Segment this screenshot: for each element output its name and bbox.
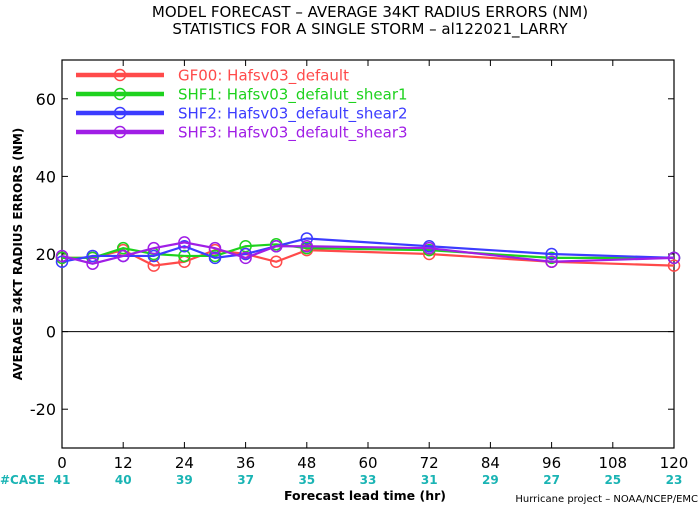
series-3-point <box>178 239 191 253</box>
chart-title-line-1: MODEL FORECAST – AVERAGE 34KT RADIUS ERR… <box>152 3 588 21</box>
series-2-point <box>178 249 191 263</box>
series-4-point <box>545 255 558 269</box>
y-axis-label: AVERAGE 34KT RADIUS ERRORS (NM) <box>11 128 25 380</box>
case-count: 39 <box>176 473 193 487</box>
case-count: 40 <box>115 473 132 487</box>
legend-label-3: SHF2: Hafsv03_default_shear2 <box>178 105 408 124</box>
series-4-point <box>422 241 436 255</box>
series-3-point <box>208 251 222 265</box>
series-3-point <box>147 249 161 263</box>
series-4-point <box>300 239 314 253</box>
y-tick-label: 0 <box>46 323 56 342</box>
x-tick-label: 0 <box>57 454 67 472</box>
case-count: 41 <box>54 473 71 487</box>
x-tick-label: 72 <box>420 454 439 472</box>
series-4-point <box>239 251 252 265</box>
x-tick-label: 96 <box>542 454 561 472</box>
series-4-point <box>55 249 69 263</box>
y-tick-label: -20 <box>30 400 56 419</box>
legend-marker-4 <box>113 125 127 139</box>
credit-text: Hurricane project – NOAA/NCEP/EMC <box>515 494 698 505</box>
series-layer <box>55 232 681 272</box>
y-tick-label: 40 <box>36 167 56 186</box>
x-tick-label: 84 <box>481 454 500 472</box>
series-2-point <box>116 241 130 255</box>
case-count: 27 <box>543 473 560 487</box>
case-count: 35 <box>298 473 315 487</box>
x-tick-label: 36 <box>236 454 255 472</box>
legend-label-2: SHF1: Hafsv03_defalut_shear1 <box>178 86 408 105</box>
x-tick-label: 120 <box>660 454 689 472</box>
x-tick-label: 60 <box>358 454 377 472</box>
axes-layer: -200204060041124024393637483560337231842… <box>30 60 688 487</box>
series-1-point <box>269 255 283 269</box>
x-tick-label: 12 <box>114 454 133 472</box>
case-count: 29 <box>482 473 499 487</box>
legend-marker-1 <box>113 68 127 82</box>
case-count: 31 <box>421 473 438 487</box>
series-4-point <box>269 239 283 253</box>
series-1-point <box>667 259 681 272</box>
legend-label-4: SHF3: Hafsv03_default_shear3 <box>178 124 408 143</box>
case-count: 23 <box>666 473 683 487</box>
series-3-point <box>86 249 99 263</box>
series-3-point <box>300 232 314 245</box>
case-count: 33 <box>360 473 377 487</box>
chart-title-line-2: STATISTICS FOR A SINGLE STORM – al122021… <box>172 20 568 39</box>
series-4-point <box>208 241 222 255</box>
case-count: 37 <box>237 473 254 487</box>
x-tick-label: 24 <box>175 454 194 472</box>
series-4-point <box>178 236 191 249</box>
legend-marker-3 <box>113 106 127 120</box>
case-label: #CASE <box>0 473 45 487</box>
x-tick-label: 48 <box>297 454 316 472</box>
series-4-point <box>116 249 130 263</box>
series-4-point <box>86 257 99 270</box>
y-tick-label: 20 <box>36 245 56 264</box>
legend-label-1: GF00: Hafsv03_default <box>178 67 349 86</box>
series-3-point <box>545 247 558 261</box>
series-2-point <box>545 251 558 265</box>
series-3-point <box>239 247 252 261</box>
legend-marker-2 <box>113 87 127 101</box>
y-tick-label: 60 <box>36 90 56 109</box>
x-tick-label: 108 <box>598 454 627 472</box>
series-4-point <box>147 241 161 255</box>
x-axis-label: Forecast lead time (hr) <box>284 488 446 503</box>
series-4-point <box>667 251 681 265</box>
case-count: 25 <box>604 473 621 487</box>
